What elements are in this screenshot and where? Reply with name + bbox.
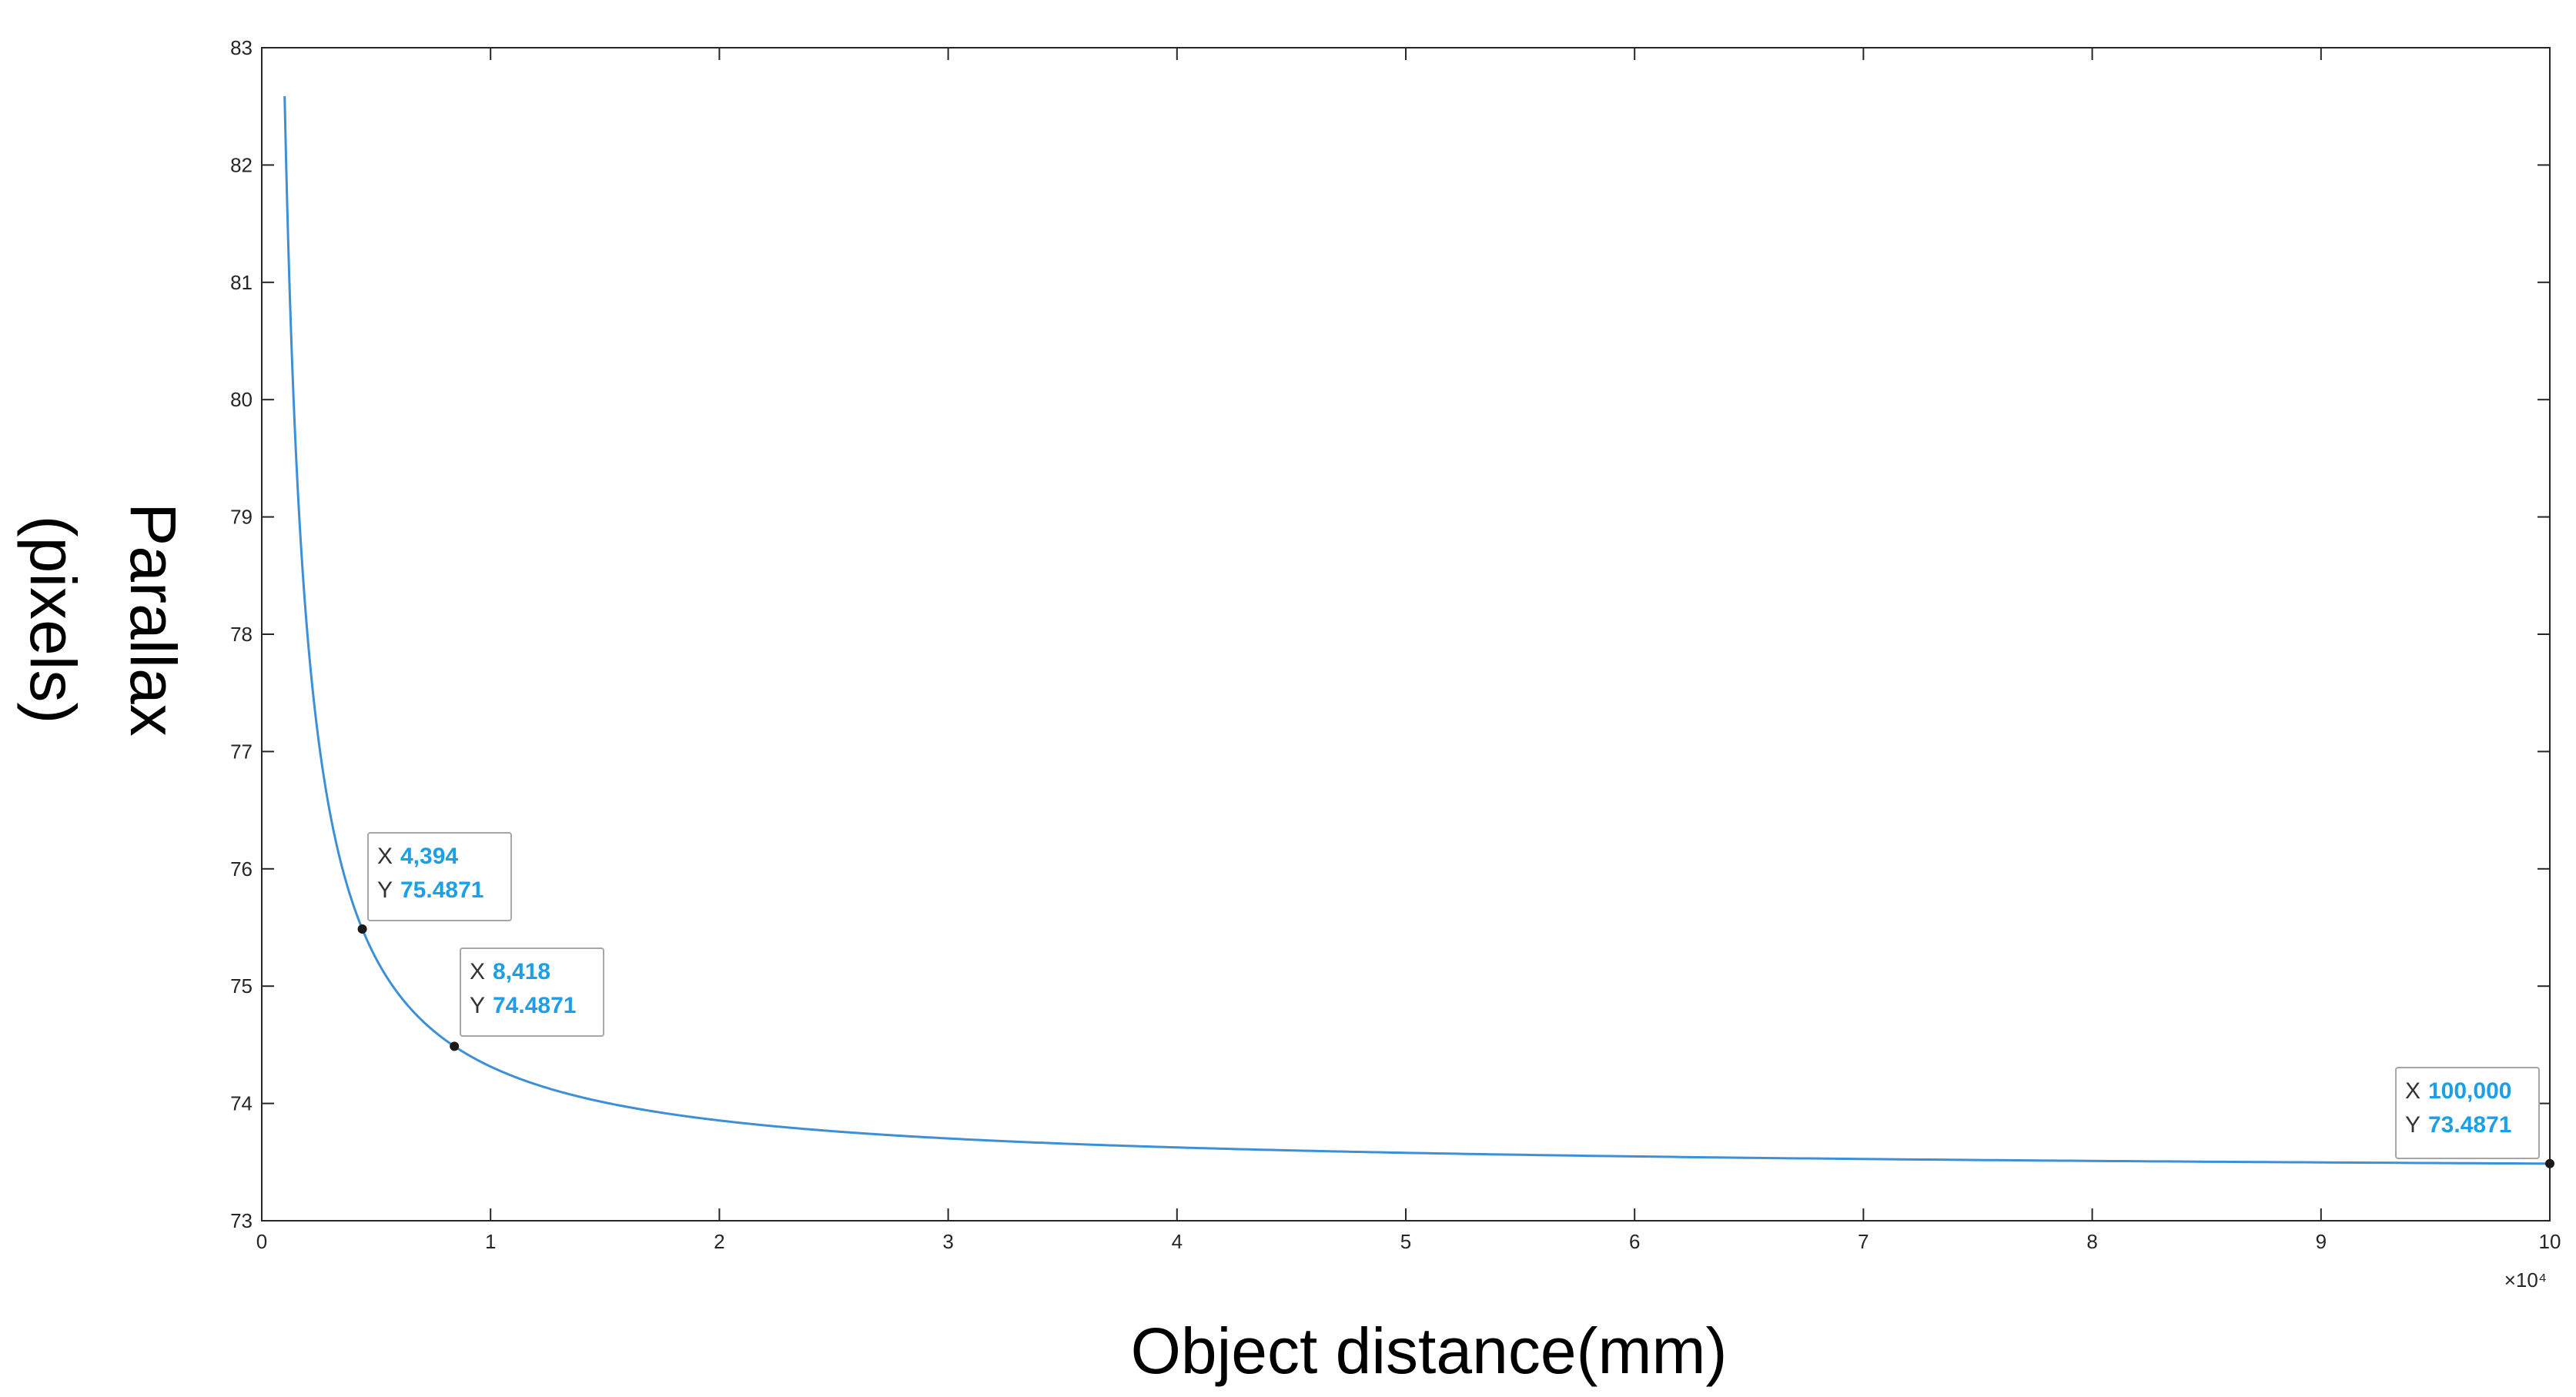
datatip-box	[460, 947, 604, 1037]
x-tick-label: 9	[2316, 1230, 2327, 1253]
y-tick-label: 80	[230, 388, 253, 411]
y-tick-label: 76	[230, 857, 253, 881]
y-axis-title: Parallax (pixels)	[17, 503, 189, 736]
datatip-x-value: 8,418	[493, 959, 550, 984]
x-tick-label: 2	[714, 1230, 724, 1253]
plot-area-box	[261, 47, 2551, 1222]
x-tick-label: 8	[2086, 1230, 2097, 1253]
x-tick-label: 0	[256, 1230, 267, 1253]
datatip-x-key: X	[2405, 1078, 2420, 1104]
x-tick-label: 5	[1400, 1230, 1411, 1253]
y-tick-label: 77	[230, 740, 253, 763]
datatip-y-value: 73.4871	[2428, 1112, 2511, 1138]
datatip-x-value: 4,394	[400, 844, 458, 869]
datatip-y-key: Y	[2405, 1112, 2420, 1138]
y-axis-title-line-1: Parallax	[117, 503, 189, 736]
y-tick-label: 78	[230, 623, 253, 646]
datatip[interactable]: X 8,418 Y 74.4871	[450, 947, 604, 1051]
series-line-parallax	[283, 95, 2551, 1165]
datatip-y-value: 75.4871	[400, 877, 483, 903]
x-axis-title: Object distance(mm)	[1131, 1315, 1728, 1387]
datatip-y-value: 74.4871	[493, 993, 576, 1018]
x-tick-label: 7	[1858, 1230, 1868, 1253]
x-tick-label: 4	[1172, 1230, 1183, 1253]
y-axis-title-line-2: (pixels)	[17, 516, 89, 724]
datatip-box	[367, 832, 512, 921]
x-tick-label: 3	[942, 1230, 953, 1253]
datatip-box	[2395, 1067, 2540, 1159]
y-tick-labels: 73 74 75 76 77 78 79 80 81 82 83	[230, 36, 253, 1232]
x-tick-label: 10	[2539, 1230, 2561, 1253]
x-tick-label: 1	[485, 1230, 496, 1253]
y-tick-label: 82	[230, 153, 253, 176]
datatip-y-key: Y	[377, 877, 393, 903]
datatip-y-key: Y	[470, 993, 485, 1018]
datatip-x-key: X	[377, 844, 393, 869]
datatip-x-key: X	[470, 959, 485, 984]
y-tick-label: 81	[230, 271, 253, 294]
y-tick-label: 83	[230, 36, 253, 59]
x-tick-label: 6	[1629, 1230, 1640, 1253]
datatip-marker	[450, 1041, 460, 1051]
y-tick-label: 73	[230, 1209, 253, 1232]
datatip-x-value: 100,000	[2428, 1078, 2511, 1104]
x-exponent-label: ×10⁴	[2504, 1268, 2547, 1292]
y-tick-label: 75	[230, 974, 253, 998]
x-tick-labels: 0 1 2 3 4 5 6 7 8 9 10	[256, 1230, 2561, 1253]
tick-marks	[261, 47, 2551, 1222]
datatip[interactable]: X 100,000 Y 73.4871	[2395, 1067, 2554, 1168]
y-tick-label: 79	[230, 506, 253, 529]
y-tick-label: 74	[230, 1092, 253, 1115]
datatips: X 4,394 Y 75.4871 X 8,418 Y 74.4871 X 100,000 Y 73.…	[357, 832, 2554, 1168]
datatip[interactable]: X 4,394 Y 75.4871	[357, 832, 512, 934]
datatip-marker	[357, 924, 367, 934]
datatip-marker	[2545, 1158, 2554, 1168]
